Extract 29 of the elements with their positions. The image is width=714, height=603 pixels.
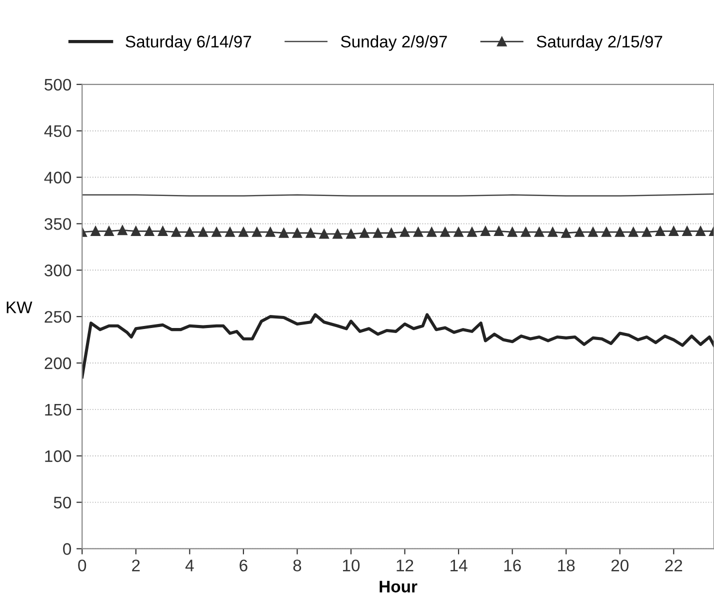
y-tick-label: 450 (44, 125, 72, 138)
x-axis-title: Hour (380, 580, 418, 592)
y-tick-label: 0 (63, 543, 72, 555)
y-tick-label: 400 (44, 172, 72, 184)
y-tick-label: 50 (54, 496, 72, 508)
legend-label: Saturday 6/14/97 (126, 35, 252, 51)
y-tick-label: 350 (44, 218, 72, 230)
y-tick-label: 200 (44, 357, 72, 370)
y-tick-label: 100 (45, 450, 72, 462)
y-tick-label: 150 (45, 404, 72, 416)
legend-label: Saturday 2/15/97 (536, 35, 662, 51)
y-tick-label: 250 (44, 310, 72, 323)
x-tick-label: 12 (396, 560, 414, 572)
x-tick-label: 22 (665, 560, 682, 572)
x-tick-label: 18 (558, 560, 575, 572)
x-tick-label: 2 (132, 560, 140, 572)
x-tick-label: 20 (611, 560, 629, 572)
x-tick-label: 0 (78, 560, 86, 572)
legend-label: Sunday 2/9/97 (340, 35, 447, 51)
x-tick-label: 6 (240, 560, 248, 572)
x-tick-label: 8 (293, 560, 302, 572)
y-tick-label: 500 (44, 78, 72, 91)
line-series (82, 313, 714, 378)
x-tick-label: 4 (185, 560, 194, 572)
x-tick-label: 14 (450, 560, 468, 572)
y-axis-title: KW (6, 302, 32, 314)
x-tick-label: 16 (504, 560, 521, 572)
y-tick-label: 300 (44, 264, 72, 276)
x-tick-label: 10 (343, 560, 360, 572)
